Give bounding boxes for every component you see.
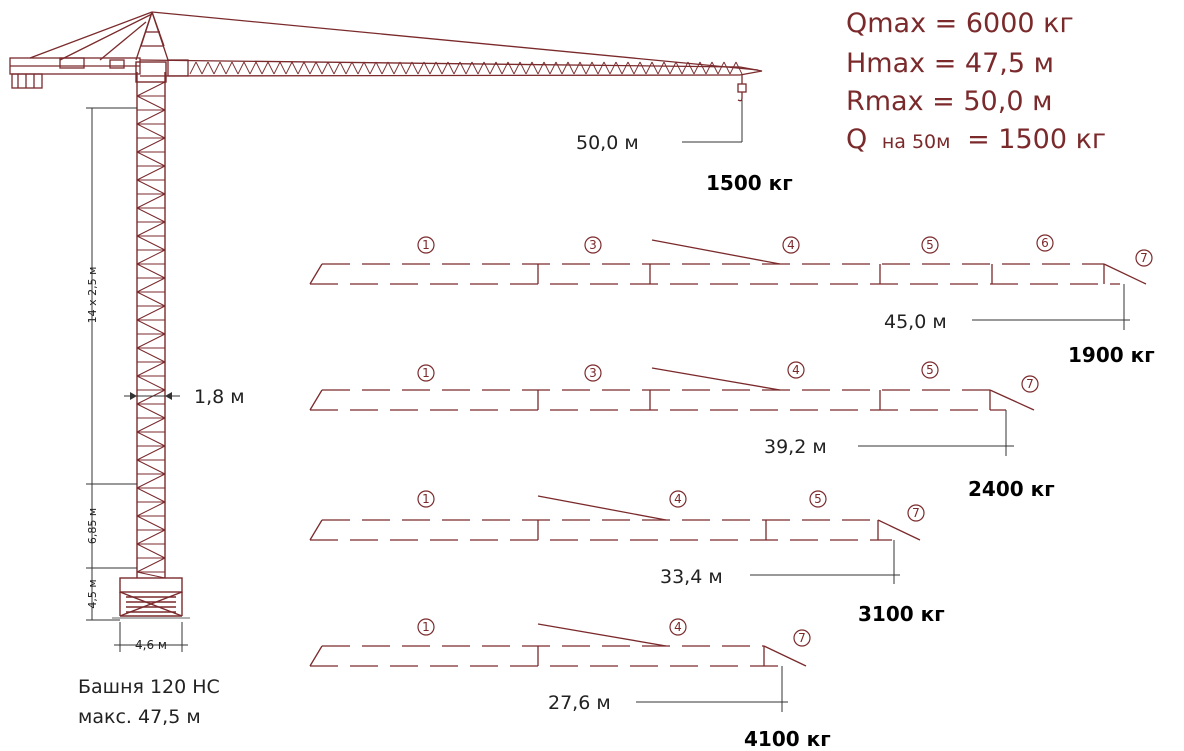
- base-width-label: 4,6 м: [135, 638, 167, 652]
- jib-config-33-radius: 33,4 м: [660, 566, 723, 588]
- jib-config-39-radius: 39,2 м: [764, 436, 827, 458]
- jib-config-45-shape: [309, 239, 1147, 285]
- section-number: 5: [926, 238, 934, 252]
- section-number: 3: [589, 366, 597, 380]
- section-circle: [417, 236, 435, 254]
- section-number: 7: [912, 506, 920, 520]
- spec-qmax: Qmax = 6000 кг: [846, 8, 1074, 39]
- section-number: 6: [1041, 236, 1049, 250]
- section-circle: [787, 361, 805, 379]
- section-number: 1: [422, 238, 430, 252]
- section-number: 7: [1026, 377, 1034, 391]
- tower-caption-line1: Башня 120 НС: [78, 676, 220, 698]
- section-circle: [1135, 249, 1153, 267]
- main-jib-load: 1500 кг: [706, 171, 793, 195]
- jib-config-39-labels: 1 3 4 5 7: [417, 361, 1039, 393]
- section-number: 1: [422, 492, 430, 506]
- section-circle: [584, 236, 602, 254]
- section-circle: [417, 490, 435, 508]
- section-number: 4: [674, 620, 682, 634]
- section-circle: [417, 618, 435, 636]
- jib-config-33-labels: 1 4 5 7: [417, 490, 925, 522]
- jib-config-45: 1 3 4 5 6 7 45,0 м 1900 кг: [309, 234, 1155, 367]
- jib-config-45-load: 1900 кг: [1068, 343, 1155, 367]
- section-circle: [669, 490, 687, 508]
- tower-base: [112, 577, 190, 619]
- spec-q-prefix: Q: [846, 124, 867, 155]
- spec-q-suffix: = 1500 кг: [967, 124, 1106, 155]
- section-number: 4: [787, 238, 795, 252]
- section-circle: [782, 236, 800, 254]
- main-jib-dimension: 50,0 м 1500 кг: [576, 100, 793, 195]
- section-circle: [809, 490, 827, 508]
- section-number: 4: [792, 363, 800, 377]
- jib-config-27-shape: [309, 623, 807, 667]
- spec-rmax: Rmax = 50,0 м: [846, 86, 1052, 117]
- jib-config-33: 1 4 5 7 33,4 м 3100 кг: [309, 490, 945, 626]
- main-jib: [139, 59, 763, 77]
- tower-mast: [135, 61, 167, 579]
- jib-config-33-shape: [309, 495, 921, 541]
- tower-caption-line2: макс. 47,5 м: [78, 706, 201, 728]
- section-circle: [907, 504, 925, 522]
- jib-config-45-radius: 45,0 м: [884, 311, 947, 333]
- section-number: 7: [1140, 251, 1148, 265]
- section-number: 1: [422, 620, 430, 634]
- section-number: 1: [422, 366, 430, 380]
- counter-jib: [9, 57, 141, 89]
- section-number: 3: [589, 238, 597, 252]
- jib-config-27: 1 4 7 27,6 м 4100 кг: [309, 618, 831, 751]
- spec-q-at-50: Q на 50м = 1500 кг: [846, 124, 1106, 155]
- section-number: 4: [674, 492, 682, 506]
- section-circle: [921, 236, 939, 254]
- base-height-label: 4,5 м: [86, 579, 99, 608]
- jib-config-27-load: 4100 кг: [744, 727, 831, 751]
- section-circle: [1036, 234, 1054, 252]
- tower-width-label: 1,8 м: [194, 386, 245, 408]
- jib-config-27-labels: 1 4 7: [417, 618, 811, 647]
- section-circle: [584, 364, 602, 382]
- jib-config-27-radius: 27,6 м: [548, 692, 611, 714]
- section-dim-label: 6,85 м: [86, 508, 99, 544]
- specs-block: Qmax = 6000 кг Hmax = 47,5 м Rmax = 50,0…: [846, 8, 1106, 155]
- section-circle: [1021, 375, 1039, 393]
- jib-config-39-load: 2400 кг: [968, 477, 1055, 501]
- spec-q-mid: на 50м: [882, 131, 951, 153]
- jib-config-45-labels: 1 3 4 5 6 7: [417, 234, 1153, 267]
- jib-config-33-load: 3100 кг: [858, 602, 945, 626]
- hook: [737, 75, 747, 102]
- tower-dimensions: 14 x 2,5 м 6,85 м 4,5 м 1,8 м 4,6 м: [86, 107, 245, 652]
- tower-head: [29, 11, 759, 71]
- section-circle: [793, 629, 811, 647]
- spec-hmax: Hmax = 47,5 м: [846, 48, 1054, 79]
- section-number: 5: [814, 492, 822, 506]
- jib-config-39: 1 3 4 5 7 39,2 м 2400 кг: [309, 361, 1055, 501]
- main-jib-radius: 50,0 м: [576, 132, 639, 154]
- crane-drawing: 14 x 2,5 м 6,85 м 4,5 м 1,8 м 4,6 м 50,0…: [9, 11, 793, 728]
- section-circle: [417, 364, 435, 382]
- section-number: 7: [798, 631, 806, 645]
- jib-config-39-shape: [309, 367, 1035, 411]
- section-circle: [669, 618, 687, 636]
- mast-dim-label: 14 x 2,5 м: [86, 267, 99, 324]
- section-circle: [921, 361, 939, 379]
- section-number: 5: [926, 363, 934, 377]
